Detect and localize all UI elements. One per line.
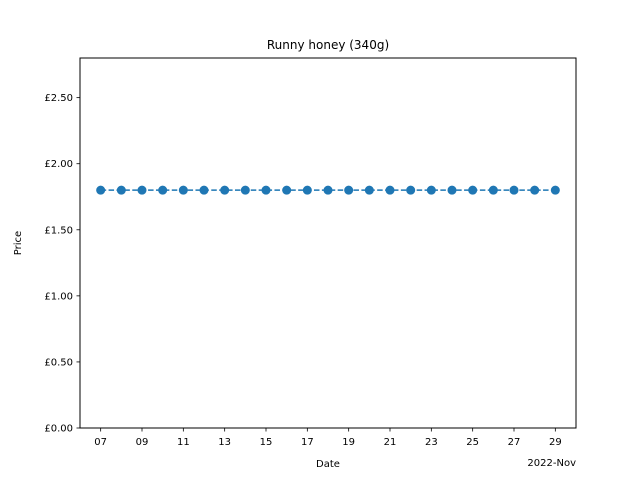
data-point — [488, 185, 498, 195]
plot-area — [96, 185, 560, 195]
data-point — [116, 185, 126, 195]
data-point — [447, 185, 457, 195]
data-point — [178, 185, 188, 195]
data-point — [282, 185, 292, 195]
x-tick-label: 07 — [94, 437, 107, 448]
y-tick-label: £1.50 — [44, 225, 73, 236]
data-point — [261, 185, 271, 195]
data-point — [530, 185, 540, 195]
data-point — [550, 185, 560, 195]
data-point — [323, 185, 333, 195]
x-tick-label: 09 — [136, 437, 149, 448]
data-point — [137, 185, 147, 195]
y-tick-label: £0.50 — [44, 357, 73, 368]
x-axis-label: Date — [316, 459, 340, 470]
y-tick-label: £2.50 — [44, 93, 73, 104]
data-point — [344, 185, 354, 195]
data-point — [302, 185, 312, 195]
x-tick-label: 29 — [549, 437, 562, 448]
x-tick-label: 17 — [301, 437, 314, 448]
data-point — [468, 185, 478, 195]
data-point — [96, 185, 106, 195]
data-point — [240, 185, 250, 195]
data-point — [199, 185, 209, 195]
data-point — [385, 185, 395, 195]
axes-frame — [79, 57, 577, 429]
data-point — [509, 185, 519, 195]
x-tick-label: 27 — [508, 437, 521, 448]
data-point — [406, 185, 416, 195]
y-tick-label: £1.00 — [44, 291, 73, 302]
data-point — [158, 185, 168, 195]
chart-title: Runny honey (340g) — [267, 38, 389, 52]
y-tick-label: £0.00 — [44, 424, 73, 435]
data-point — [220, 185, 230, 195]
x-tick-label: 25 — [466, 437, 479, 448]
x-axis-offset-label: 2022-Nov — [527, 458, 576, 469]
data-point — [426, 185, 436, 195]
data-point — [364, 185, 374, 195]
x-tick-label: 13 — [218, 437, 231, 448]
x-tick-label: 19 — [342, 437, 355, 448]
x-tick-label: 23 — [425, 437, 438, 448]
y-tick-label: £2.00 — [44, 159, 73, 170]
y-axis-label: Price — [13, 231, 24, 255]
x-tick-label: 21 — [384, 437, 397, 448]
x-tick-label: 11 — [177, 437, 190, 448]
x-tick-label: 15 — [260, 437, 273, 448]
